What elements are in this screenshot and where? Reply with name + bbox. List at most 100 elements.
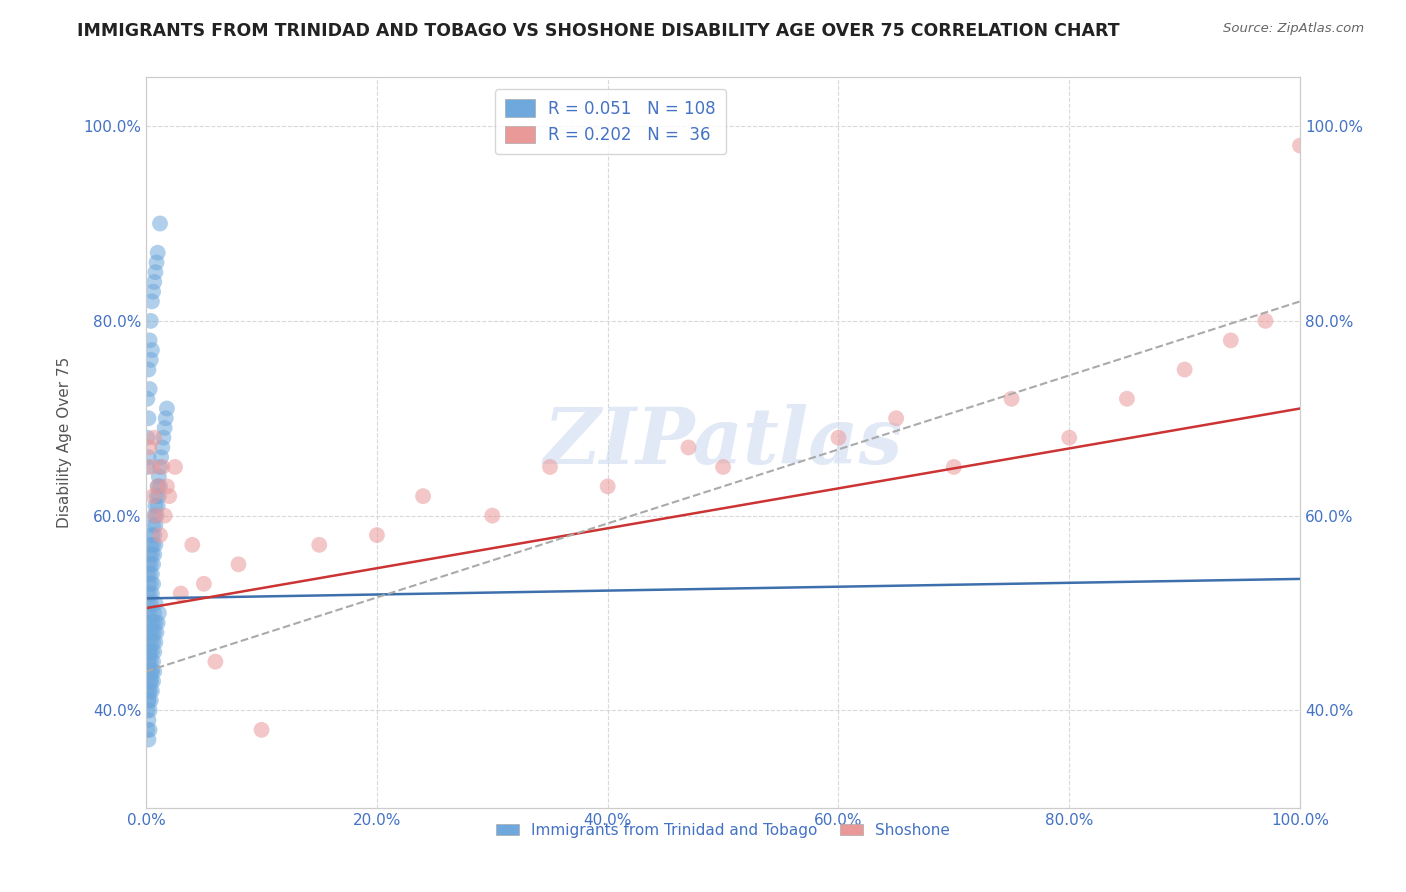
Point: [145, 635, 167, 649]
Point: [156, 401, 179, 416]
Point: [155, 411, 177, 425]
Point: [146, 479, 169, 493]
Point: [250, 723, 273, 737]
Point: [138, 645, 160, 659]
Point: [138, 615, 160, 630]
Point: [138, 693, 160, 707]
Point: [145, 596, 167, 610]
Point: [138, 645, 160, 659]
Point: [136, 645, 159, 659]
Point: [138, 684, 160, 698]
Point: [142, 674, 165, 689]
Point: [138, 635, 160, 649]
Point: [138, 586, 160, 600]
Point: [170, 586, 193, 600]
Text: IMMIGRANTS FROM TRINIDAD AND TOBAGO VS SHOSHONE DISABILITY AGE OVER 75 CORRELATI: IMMIGRANTS FROM TRINIDAD AND TOBAGO VS S…: [77, 22, 1121, 40]
Point: [141, 586, 163, 600]
Point: [146, 479, 169, 493]
Point: [139, 615, 162, 630]
Point: [139, 538, 162, 552]
Point: [596, 479, 619, 493]
Point: [141, 294, 163, 309]
Point: [138, 655, 160, 669]
Point: [138, 655, 160, 669]
Point: [163, 459, 186, 474]
Point: [136, 586, 159, 600]
Point: [136, 665, 159, 679]
Point: [145, 625, 167, 640]
Point: [149, 479, 172, 493]
Point: [150, 459, 173, 474]
Point: [136, 431, 159, 445]
Point: [153, 421, 176, 435]
Point: [143, 508, 166, 523]
Point: [538, 459, 561, 474]
Point: [141, 567, 163, 582]
Point: [136, 606, 159, 620]
Point: [142, 538, 165, 552]
Point: [138, 703, 160, 717]
Point: [145, 265, 167, 279]
Point: [145, 518, 167, 533]
Point: [139, 674, 162, 689]
Point: [148, 606, 170, 620]
Point: [146, 499, 169, 513]
Point: [1000, 392, 1022, 406]
Point: [143, 665, 166, 679]
Point: [143, 645, 166, 659]
Point: [152, 431, 174, 445]
Point: [1057, 431, 1080, 445]
Point: [138, 548, 160, 562]
Point: [142, 635, 165, 649]
Point: [139, 576, 162, 591]
Point: [139, 558, 162, 572]
Point: [1174, 362, 1197, 376]
Point: [145, 538, 167, 552]
Point: [141, 684, 163, 698]
Point: [138, 596, 160, 610]
Point: [884, 411, 907, 425]
Point: [138, 674, 160, 689]
Point: [156, 479, 179, 493]
Point: [1116, 392, 1139, 406]
Point: [136, 459, 159, 474]
Point: [138, 606, 160, 620]
Point: [138, 576, 160, 591]
Point: [141, 645, 163, 659]
Point: [138, 334, 160, 348]
Point: [138, 558, 160, 572]
Point: [149, 528, 172, 542]
Point: [1289, 138, 1312, 153]
Point: [711, 459, 734, 474]
Point: [139, 352, 162, 367]
Point: [138, 441, 160, 455]
Y-axis label: Disability Age Over 75: Disability Age Over 75: [58, 357, 72, 528]
Point: [146, 615, 169, 630]
Point: [145, 499, 167, 513]
Point: [150, 450, 173, 465]
Point: [143, 431, 166, 445]
Point: [143, 606, 166, 620]
Point: [138, 567, 160, 582]
Point: [145, 508, 167, 523]
Point: [142, 615, 165, 630]
Point: [150, 441, 173, 455]
Point: [138, 665, 160, 679]
Point: [139, 314, 162, 328]
Point: [942, 459, 965, 474]
Point: [142, 655, 165, 669]
Point: [138, 732, 160, 747]
Point: [136, 723, 159, 737]
Point: [141, 343, 163, 357]
Point: [146, 245, 169, 260]
Point: [143, 275, 166, 289]
Point: [136, 567, 159, 582]
Point: [148, 469, 170, 483]
Point: [149, 459, 172, 474]
Point: [153, 508, 176, 523]
Point: [143, 625, 166, 640]
Point: [145, 255, 167, 269]
Point: [138, 713, 160, 727]
Point: [139, 655, 162, 669]
Point: [145, 508, 167, 523]
